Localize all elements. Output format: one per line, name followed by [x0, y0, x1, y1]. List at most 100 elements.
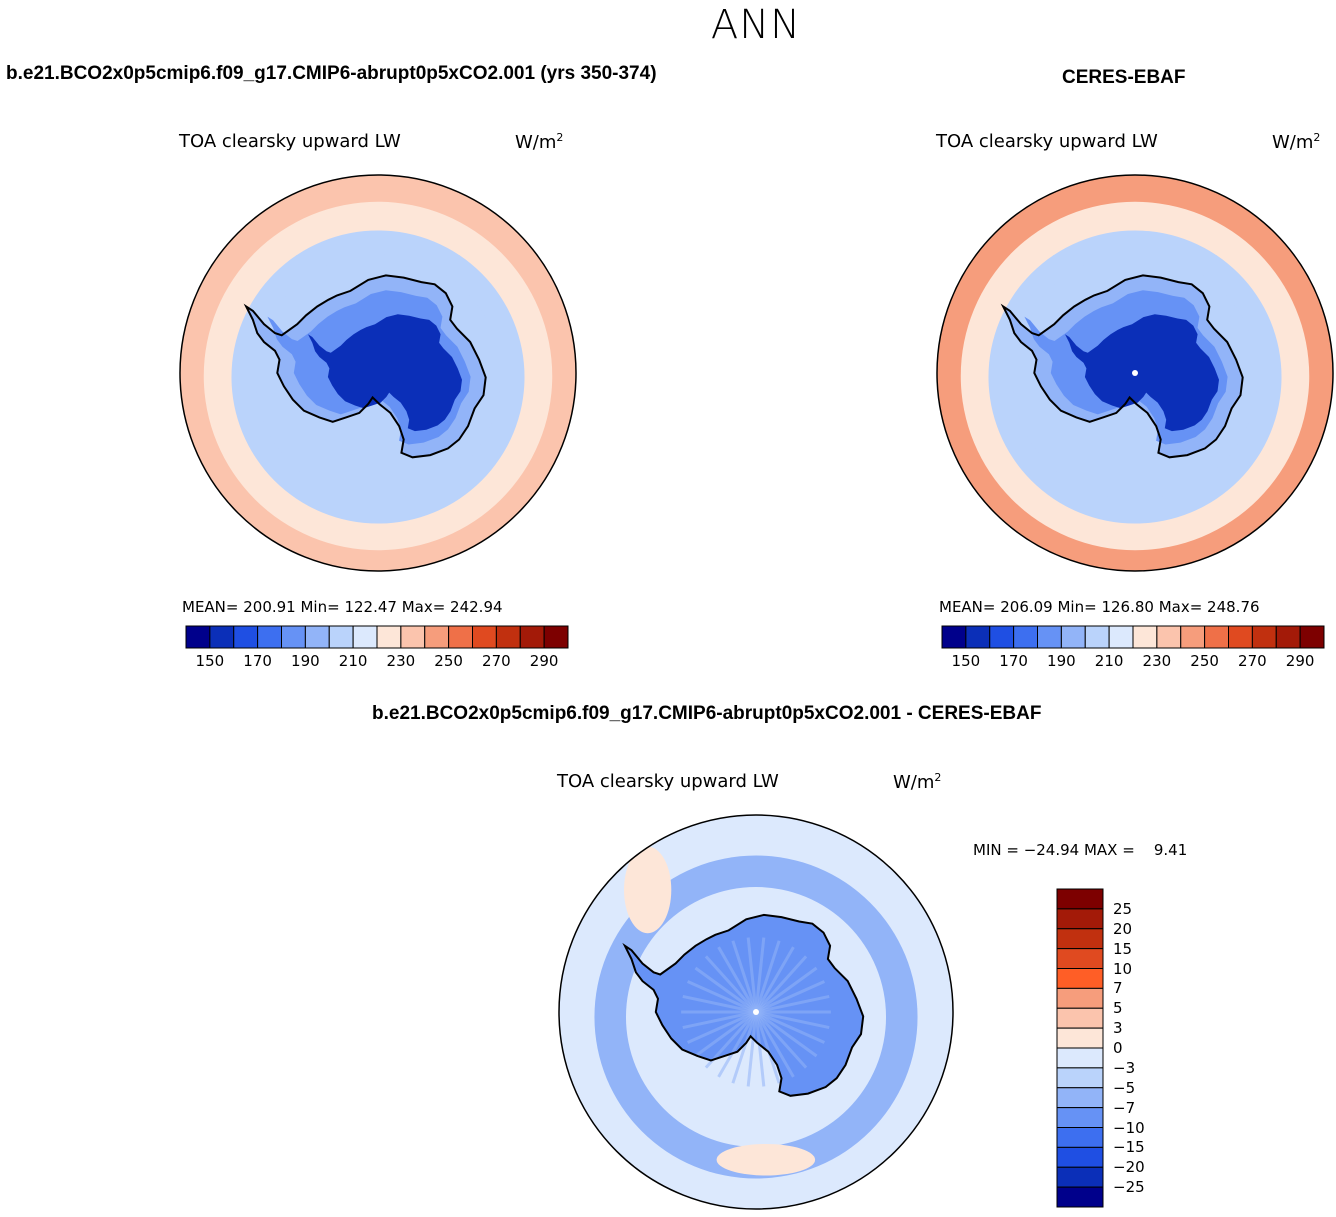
case-title-model: b.e21.BCO2x0p5cmip6.f09_g17.CMIP6-abrupt… [6, 63, 657, 84]
panel2-var-label: TOA clearsky upward LW [936, 131, 1158, 152]
panel1-stats: MEAN= 200.91 Min= 122.47 Max= 242.94 [182, 598, 503, 616]
colorbar-swatch [1056, 1067, 1104, 1089]
colorbar-tick-label: −10 [1113, 1118, 1145, 1137]
colorbar-tick-label: −7 [1113, 1098, 1136, 1117]
obs-polar-map [936, 174, 1334, 572]
colorbar-swatch [1180, 625, 1206, 649]
field-streak [694, 1010, 757, 1058]
field-streak [755, 980, 825, 1014]
colorbar-swatch [1056, 888, 1104, 910]
colorbar-swatch [965, 625, 991, 649]
colorbar-swatch [1056, 1007, 1104, 1029]
colorbar-tick-label: 270 [482, 652, 511, 670]
field-streak [731, 940, 758, 1013]
colorbar-tick-label: 170 [243, 652, 272, 670]
field-streak [755, 1010, 825, 1044]
colorbar-tick-label: 210 [1094, 652, 1124, 670]
colorbar-swatch [1056, 1146, 1104, 1168]
colorbar-swatch [989, 625, 1015, 649]
colorbar-tick-label: 7 [1113, 979, 1123, 998]
colorbar-tick-label: 230 [1142, 652, 1172, 670]
colorbar-tick-label: −3 [1113, 1058, 1136, 1077]
field-positive-anomaly-south [716, 1143, 816, 1176]
colorbar-swatch [472, 625, 497, 649]
field-streak [682, 1010, 757, 1030]
colorbar-swatch [941, 625, 967, 649]
colorbar-swatch [1056, 1186, 1104, 1208]
colorbar-tick-label: 230 [386, 652, 416, 670]
colorbar-swatch [448, 625, 473, 649]
field-streak [755, 1010, 818, 1058]
colorbar-swatch [352, 625, 378, 649]
colorbar-swatch [1056, 948, 1104, 969]
colorbar-swatch [400, 625, 426, 649]
field-streak [754, 937, 766, 1013]
colorbar-tick-label: 25 [1113, 899, 1133, 918]
colorbar-tick-label: 10 [1113, 959, 1133, 978]
colorbar-tick-label: 250 [434, 652, 463, 670]
colorbar-swatch [495, 625, 521, 649]
panel2-stats: MEAN= 206.09 Min= 126.80 Max= 248.76 [939, 598, 1260, 616]
colorbar-swatch [1084, 625, 1110, 649]
colorbar-swatch [424, 625, 450, 649]
colorbar-swatch [1056, 1166, 1104, 1188]
antarctica-coastline [622, 913, 865, 1097]
colorbar-tick-label: −5 [1113, 1078, 1136, 1097]
obs-colorbar [941, 625, 1325, 649]
field-streak [755, 1010, 830, 1030]
field-streak [754, 1011, 795, 1078]
colorbar-swatch [233, 625, 259, 649]
field-streak [682, 994, 757, 1014]
field-streak [704, 955, 758, 1014]
map-border [179, 174, 577, 572]
pole-point [753, 1009, 759, 1015]
map-border [936, 174, 1334, 572]
colorbar-swatch [257, 625, 282, 649]
colorbar-tick-label: 190 [1047, 652, 1076, 670]
field-streak [754, 940, 781, 1013]
colorbar-swatch [1056, 1087, 1104, 1109]
colorbar-swatch [185, 625, 211, 649]
diff-polar-map [558, 814, 954, 1210]
diff-title: b.e21.BCO2x0p5cmip6.f09_g17.CMIP6-abrupt… [372, 703, 1042, 724]
field-streak [717, 1011, 758, 1078]
model-colorbar [185, 625, 569, 649]
colorbar-tick-label: −20 [1113, 1158, 1145, 1177]
colorbar-swatch [519, 625, 545, 649]
field-positive-anomaly [624, 846, 672, 934]
colorbar-swatch [1251, 625, 1277, 649]
colorbar-swatch [304, 625, 330, 649]
colorbar-tick-label: 250 [1190, 652, 1219, 670]
model-polar-map [179, 174, 577, 572]
colorbar-swatch [1013, 625, 1038, 649]
colorbar-swatch [543, 625, 569, 649]
colorbar-swatch [1056, 1027, 1104, 1049]
colorbar-swatch [1056, 968, 1104, 989]
colorbar-swatch [1056, 908, 1104, 930]
field-streak [754, 955, 808, 1014]
field-streak [717, 946, 758, 1013]
pole-point [1132, 370, 1138, 376]
colorbar-swatch [1299, 625, 1325, 649]
colorbar-tick-label: 20 [1113, 919, 1133, 938]
colorbar-tick-label: 3 [1113, 1019, 1123, 1038]
colorbar-tick-label: 150 [951, 652, 981, 670]
field-plateau [1065, 314, 1219, 432]
panel1-var-label: TOA clearsky upward LW [179, 131, 401, 152]
field-streak [755, 994, 830, 1014]
colorbar-tick-label: 150 [195, 652, 225, 670]
panel3-stats: MIN = −24.94 MAX = 9.41 [973, 841, 1188, 859]
colorbar-swatch [1056, 1107, 1104, 1128]
colorbar-tick-label: 190 [291, 652, 320, 670]
colorbar-swatch [1132, 625, 1158, 649]
colorbar-swatch [1108, 625, 1134, 649]
colorbar-tick-label: 270 [1238, 652, 1267, 670]
case-title-obs: CERES-EBAF [1062, 67, 1186, 88]
field-streak [687, 1010, 757, 1044]
field-streak [746, 1011, 758, 1087]
colorbar-swatch [1056, 1127, 1104, 1148]
field-streak [754, 1010, 808, 1069]
panel3-units: W/m2 [893, 771, 942, 793]
colorbar-swatch [1228, 625, 1253, 649]
colorbar-swatch [1056, 1047, 1104, 1069]
